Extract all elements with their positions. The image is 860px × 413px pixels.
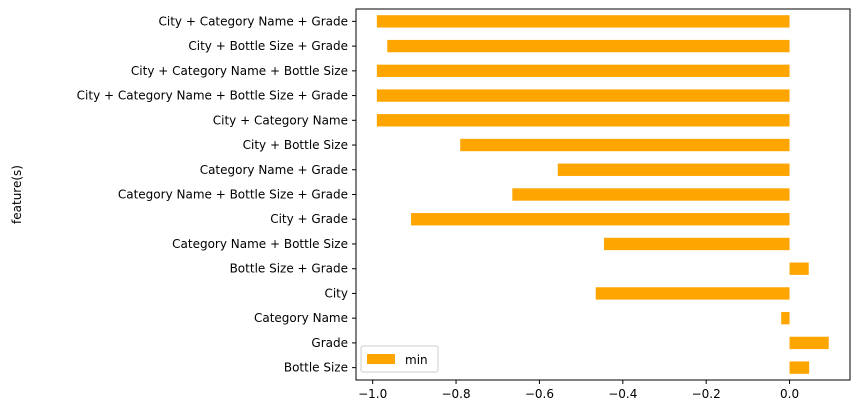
bar (376, 64, 790, 78)
x-tick-label: −0.6 (525, 387, 554, 401)
y-tick-label: Grade (311, 336, 348, 350)
y-tick-label: Bottle Size (284, 361, 348, 375)
x-tick-label: 0.0 (780, 387, 799, 401)
y-tick-label: City + Bottle Size (243, 138, 348, 152)
y-axis-title: feature(s) (10, 165, 24, 224)
y-tick-label: City + Grade (270, 212, 348, 226)
bar (789, 361, 810, 374)
x-tick-label: −1.0 (358, 387, 387, 401)
legend-label-min: min (405, 353, 428, 367)
y-tick-label: City (324, 286, 348, 300)
y-tick-label: Category Name + Grade (200, 163, 348, 177)
y-axis-ticks: Bottle Size Grade Category Name City Bottle … (77, 14, 356, 375)
bar (387, 39, 790, 53)
legend: min (360, 345, 439, 373)
bar (376, 15, 790, 28)
y-tick-label: Category Name + Bottle Size (172, 237, 348, 251)
bar (781, 311, 790, 325)
y-tick-label: Bottle Size + Grade (230, 262, 348, 276)
bar (557, 163, 790, 176)
y-tick-label: City + Category Name + Grade (158, 14, 348, 28)
bar (376, 89, 790, 102)
bar (376, 114, 790, 127)
plot-frame (355, 8, 851, 381)
y-tick-label: City + Category Name + Bottle Size (131, 64, 348, 78)
bars-group (376, 15, 829, 374)
x-axis-ticks: −1.0 −0.8 −0.6 −0.4 −0.2 0.0 (358, 380, 799, 401)
x-tick-label: −0.2 (692, 387, 721, 401)
bar (789, 336, 829, 350)
legend-box (360, 345, 439, 373)
y-tick-label: Category Name (254, 311, 348, 325)
x-tick-label: −0.8 (441, 387, 470, 401)
legend-swatch-min (367, 354, 395, 364)
bar (460, 138, 790, 152)
y-tick-label: Category Name + Bottle Size + Grade (118, 188, 348, 202)
x-tick-label: −0.4 (608, 387, 637, 401)
bar (512, 188, 790, 201)
y-tick-label: City + Category Name + Bottle Size + Gra… (77, 89, 348, 103)
bar (595, 287, 790, 300)
y-tick-label: City + Category Name (213, 113, 348, 127)
bar (411, 213, 790, 226)
y-tick-label: City + Bottle Size + Grade (188, 39, 348, 53)
bar (789, 262, 809, 275)
bar (604, 237, 790, 251)
